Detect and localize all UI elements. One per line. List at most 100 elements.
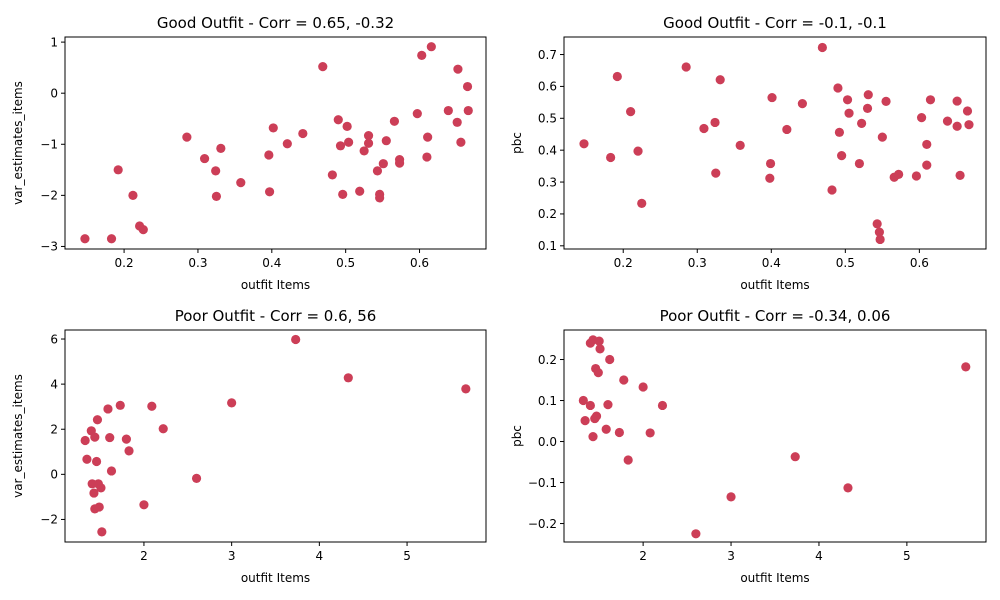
data-point xyxy=(691,529,701,539)
x-tick-label: 0.5 xyxy=(836,256,855,270)
x-tick-label: 0.3 xyxy=(188,256,207,270)
data-point xyxy=(355,186,365,196)
data-point xyxy=(645,428,655,438)
data-point xyxy=(378,159,388,169)
data-point xyxy=(211,191,222,201)
y-tick-label: 6 xyxy=(50,332,58,346)
data-point xyxy=(817,42,827,53)
data-point xyxy=(862,103,873,114)
data-point xyxy=(90,432,100,442)
y-tick-label: 1 xyxy=(50,35,58,49)
x-tick-label: 0.4 xyxy=(262,256,281,270)
y-tick-label: 0.5 xyxy=(538,112,557,126)
data-point xyxy=(106,234,117,244)
data-point xyxy=(318,62,328,72)
data-point xyxy=(857,118,867,128)
data-point xyxy=(711,168,721,178)
data-point xyxy=(614,427,624,438)
x-tick-label: 0.6 xyxy=(410,256,429,270)
axes-frame xyxy=(64,329,487,543)
data-point xyxy=(327,170,337,180)
data-point xyxy=(834,127,845,137)
data-point xyxy=(291,334,301,345)
data-point xyxy=(453,64,463,74)
x-tick-label: 0.3 xyxy=(688,256,707,270)
y-tick-label: 0.0 xyxy=(538,435,557,449)
x-tick-label: 4 xyxy=(815,549,823,563)
y-axis-label: var_estimates_items xyxy=(11,374,25,498)
y-tick-label: −2 xyxy=(40,513,58,527)
y-tick-label: 0 xyxy=(50,468,58,482)
data-point xyxy=(113,165,123,175)
data-point xyxy=(268,123,278,133)
x-tick-label: 3 xyxy=(228,549,236,563)
data-point xyxy=(82,454,92,464)
data-point xyxy=(105,432,115,443)
data-point xyxy=(612,71,622,82)
data-point xyxy=(833,83,843,93)
data-point xyxy=(790,452,800,462)
data-point xyxy=(426,42,436,52)
data-point xyxy=(462,81,473,92)
data-point xyxy=(605,354,615,365)
data-point xyxy=(715,75,725,85)
data-point xyxy=(333,115,343,125)
data-point xyxy=(375,193,385,203)
chart-title: Good Outfit - Corr = 0.65, -0.32 xyxy=(157,14,394,32)
data-point xyxy=(417,50,427,60)
data-point xyxy=(827,185,837,195)
x-tick-label: 0.2 xyxy=(115,256,134,270)
data-point xyxy=(699,123,709,134)
data-point xyxy=(216,143,226,153)
data-point xyxy=(344,137,354,147)
data-point xyxy=(874,227,884,237)
axes-frame xyxy=(563,36,987,250)
y-tick-label: 0.2 xyxy=(538,207,557,221)
data-point xyxy=(443,105,453,116)
data-point xyxy=(601,424,611,434)
data-point xyxy=(585,400,595,411)
data-point xyxy=(593,368,603,378)
data-point xyxy=(412,109,422,119)
data-point xyxy=(875,234,885,245)
y-tick-label: 0.6 xyxy=(538,80,557,94)
data-point xyxy=(89,488,99,498)
y-tick-label: 4 xyxy=(50,377,58,391)
data-point xyxy=(735,140,745,150)
data-point xyxy=(637,198,647,209)
data-point xyxy=(765,158,776,169)
data-point xyxy=(96,483,106,493)
y-tick-label: 0.1 xyxy=(538,239,557,253)
data-point xyxy=(765,173,775,183)
data-point xyxy=(578,395,588,406)
data-point xyxy=(80,435,90,446)
axes-frame xyxy=(64,36,487,250)
x-tick-label: 0.2 xyxy=(614,256,633,270)
data-point xyxy=(372,166,383,176)
data-point xyxy=(463,105,473,116)
data-point xyxy=(182,132,192,142)
data-point xyxy=(962,106,973,116)
data-point xyxy=(580,416,590,426)
y-tick-label: −0.2 xyxy=(528,517,557,531)
chart-title: Good Outfit - Corr = -0.1, -0.1 xyxy=(663,14,887,32)
y-tick-label: −0.1 xyxy=(528,476,557,490)
x-axis-label: outfit Items xyxy=(740,571,809,585)
data-point xyxy=(942,116,953,126)
data-point xyxy=(423,132,433,142)
data-point xyxy=(389,116,400,126)
data-point xyxy=(80,234,90,244)
data-point xyxy=(843,483,853,493)
data-point xyxy=(626,107,636,117)
data-point xyxy=(211,166,221,176)
chart-title: Poor Outfit - Corr = 0.6, 56 xyxy=(175,307,377,325)
y-tick-label: 0.3 xyxy=(538,175,557,189)
data-point xyxy=(594,336,604,346)
data-point xyxy=(343,373,353,383)
y-tick-label: −2 xyxy=(40,189,58,203)
y-tick-label: 0.4 xyxy=(538,143,557,157)
data-point xyxy=(456,137,466,147)
y-tick-label: 0.2 xyxy=(538,353,557,367)
data-point xyxy=(227,398,237,408)
